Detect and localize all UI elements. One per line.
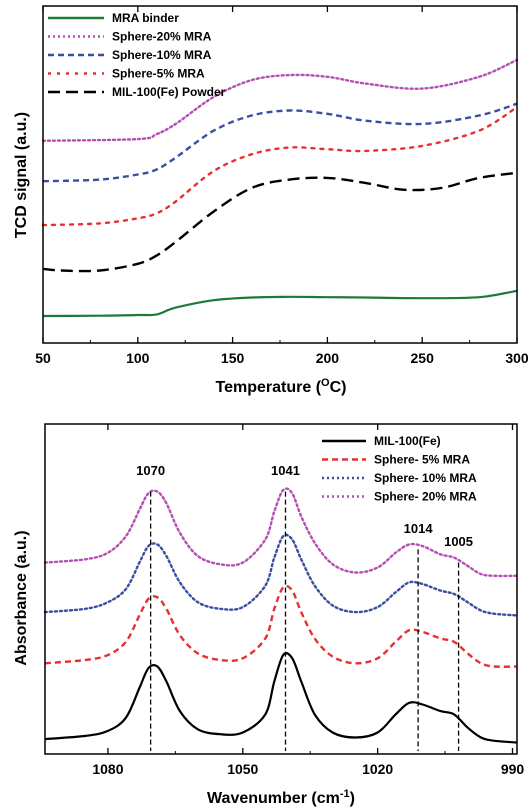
- x-tick-label: 300: [505, 350, 529, 366]
- ftir-legend: MIL-100(Fe) Sphere- 5% MRA Sphere- 10% MRA…: [322, 434, 477, 504]
- legend-label: MIL-100(Fe) Powder: [112, 85, 226, 99]
- x-tick-label: 1020: [362, 761, 393, 777]
- legend-label: Sphere- 5% MRA: [374, 453, 470, 467]
- x-tick-label: 50: [35, 350, 51, 366]
- legend-label: Sphere-10% MRA: [112, 48, 212, 62]
- series-line-0-0: [43, 291, 517, 316]
- legend-label: Sphere-20% MRA: [112, 30, 212, 44]
- x-tick-label: 1050: [227, 761, 258, 777]
- x-tick-label: 100: [126, 350, 150, 366]
- ftir-chart: 1080 1050 1020 990 1070 1041 1014 1005 MIL-100…: [13, 424, 524, 807]
- ftir-x-axis-title: Wavenumber (cm-1): [207, 788, 355, 807]
- tcd-chart: 50 100 150 200 250 300 MRA binder Sphere-20% M…: [13, 6, 529, 396]
- x-tick-label: 200: [316, 350, 340, 366]
- x-tick-label: 150: [221, 350, 245, 366]
- series-line-0-3: [43, 107, 517, 225]
- x-tick-label: 250: [411, 350, 435, 366]
- peak-label: 1014: [404, 521, 434, 536]
- ftir-plot-area: [45, 489, 517, 743]
- series-line-0-2: [43, 104, 517, 182]
- legend-label: Sphere-5% MRA: [112, 67, 205, 81]
- peak-label: 1041: [271, 463, 300, 478]
- tcd-axes: 50 100 150 200 250 300: [35, 6, 529, 366]
- peak-label: 1005: [444, 534, 473, 549]
- tcd-y-axis-title: TCD signal (a.u.): [13, 112, 30, 238]
- x-tick-label: 990: [501, 761, 525, 777]
- x-tick-label: 1080: [92, 761, 123, 777]
- legend-label: MIL-100(Fe): [374, 434, 441, 448]
- peak-label: 1070: [136, 463, 165, 478]
- series-line-1-0: [45, 653, 517, 742]
- ftir-peak-annotations: 1070 1041 1014 1005: [136, 463, 473, 751]
- legend-label: Sphere- 20% MRA: [374, 490, 477, 504]
- ftir-y-axis-title: Absorbance (a.u.): [13, 530, 30, 665]
- legend-label: MRA binder: [112, 11, 179, 25]
- tcd-legend: MRA binder Sphere-20% MRA Sphere-10% MRA Sp…: [48, 11, 226, 99]
- legend-label: Sphere- 10% MRA: [374, 471, 477, 485]
- tcd-x-axis-title: Temperature (OC): [216, 377, 347, 396]
